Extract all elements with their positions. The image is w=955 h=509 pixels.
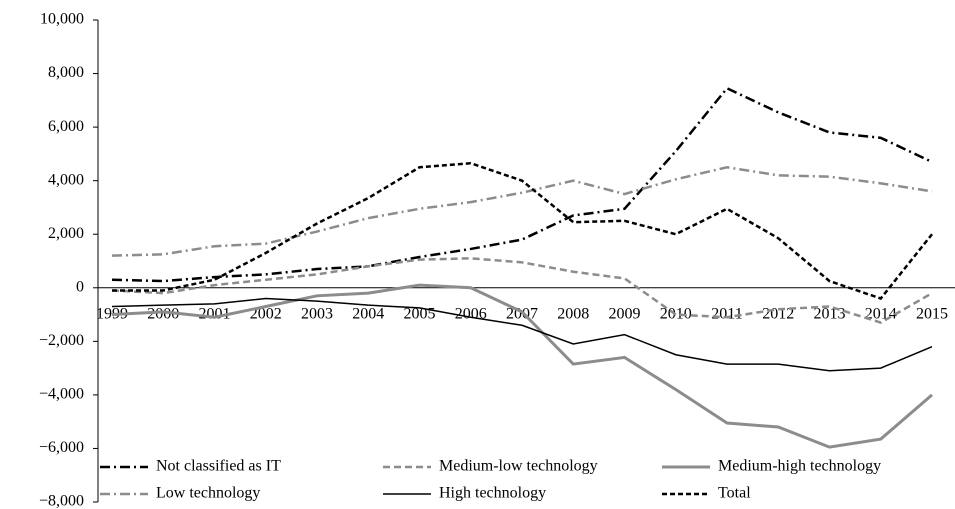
series-line (111, 86, 933, 283)
x-tick-label: 2013 (814, 305, 846, 322)
x-tick-label: 2009 (609, 305, 641, 322)
x-tick-label: 2000 (147, 305, 179, 322)
x-tick-label: 2008 (557, 305, 589, 322)
y-tick-label: 8,000 (48, 64, 84, 81)
y-tick-label: 4,000 (48, 171, 84, 188)
series-line (112, 161, 933, 300)
series-line (111, 166, 933, 257)
legend-label: High technology (439, 485, 546, 502)
y-tick-label: 0 (76, 278, 84, 295)
x-tick-label: 2006 (455, 305, 487, 322)
legend-label: Medium-low technology (439, 458, 598, 475)
legend-label: Low technology (156, 485, 260, 502)
y-tick-label: −4,000 (39, 386, 84, 403)
legend-label: Not classified as IT (156, 458, 281, 475)
x-tick-label: 2003 (301, 305, 333, 322)
legend-label: Medium-high technology (718, 458, 881, 475)
y-tick-label: 2,000 (48, 225, 84, 242)
x-tick-label: 2015 (916, 305, 948, 322)
legend-label: Total (718, 485, 751, 502)
series-line (111, 283, 933, 449)
y-tick-label: −6,000 (39, 439, 84, 456)
y-tick-label: −8,000 (39, 493, 84, 509)
y-tick-label: 10,000 (40, 11, 84, 28)
series-line (111, 257, 933, 324)
y-tick-label: 6,000 (48, 118, 84, 135)
x-tick-label: 2001 (199, 305, 231, 322)
x-tick-label: 2004 (352, 305, 384, 322)
x-tick-label: 2011 (711, 305, 742, 322)
y-tick-label: −2,000 (39, 332, 84, 349)
series-line (111, 297, 933, 372)
